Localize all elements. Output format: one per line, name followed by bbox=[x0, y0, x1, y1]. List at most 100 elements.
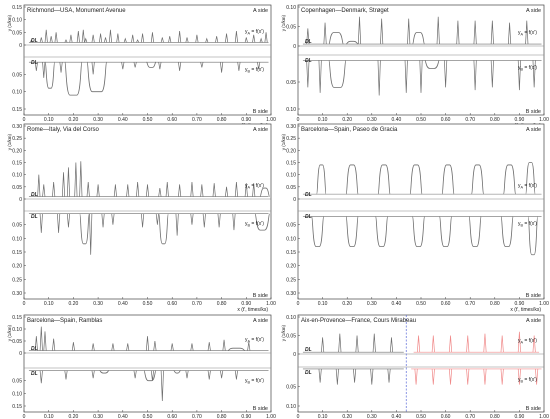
x-tick-label: 0.80 bbox=[217, 301, 227, 307]
spike-a bbox=[466, 335, 470, 353]
dl-label-b: DL bbox=[305, 58, 312, 64]
panel-title: Barcelona—Spain, Ramblas bbox=[27, 318, 102, 324]
spike-a bbox=[103, 37, 108, 43]
curve-b-label: yB = f(x') bbox=[518, 377, 537, 384]
spike-a bbox=[357, 16, 362, 45]
spike-a bbox=[42, 184, 46, 197]
spike-a bbox=[212, 183, 216, 197]
spike-b bbox=[483, 368, 487, 385]
plateau-b bbox=[254, 213, 270, 231]
spike-a bbox=[321, 337, 325, 353]
y-tick-label-top: 0.20 bbox=[12, 148, 22, 154]
plot-frame bbox=[297, 123, 545, 300]
y-tick-label-top: 0.05 bbox=[12, 185, 22, 191]
plateau-a bbox=[316, 164, 327, 195]
spike-a bbox=[86, 181, 90, 197]
y-tick-label-top: 0 bbox=[19, 43, 22, 49]
x-tick-label: 0.30 bbox=[93, 301, 103, 307]
spike-b bbox=[232, 213, 236, 231]
spike-a bbox=[61, 172, 66, 197]
x-tick-label: 0 bbox=[23, 117, 26, 123]
y-tick-label-bottom: 0.30 bbox=[286, 291, 296, 297]
plateau-a bbox=[227, 347, 245, 351]
plateau-b bbox=[158, 213, 169, 245]
b-side-label: B side bbox=[253, 293, 268, 299]
spike-a bbox=[490, 20, 494, 45]
spike-a bbox=[71, 342, 75, 351]
y-tick-label-top: 0.10 bbox=[12, 173, 22, 179]
y-tick-label-top: 0.15 bbox=[286, 161, 296, 167]
spike-a bbox=[448, 335, 453, 353]
spike-a bbox=[96, 184, 100, 197]
x-tick-label: 0.70 bbox=[192, 117, 202, 123]
curve-b-label: yB = f(x') bbox=[245, 67, 264, 74]
spike-a bbox=[170, 343, 174, 351]
x-tick-label: 0.40 bbox=[118, 117, 128, 123]
dl-label-b: DL bbox=[31, 60, 38, 66]
spike-b bbox=[444, 60, 448, 88]
curve-a-label: yA = f(x') bbox=[245, 337, 264, 344]
plot-frame bbox=[23, 314, 272, 413]
x-tick-label: 0.90 bbox=[515, 301, 525, 307]
spike-a bbox=[168, 36, 172, 43]
dl-label-a: DL bbox=[31, 38, 38, 44]
plateau-a bbox=[328, 31, 344, 45]
spike-a bbox=[91, 34, 95, 43]
spike-b bbox=[64, 370, 68, 380]
spike-b bbox=[318, 368, 322, 383]
spike-a bbox=[185, 37, 189, 43]
spike-b bbox=[200, 62, 204, 68]
spike-a bbox=[178, 31, 182, 43]
x-tick-label: 0.50 bbox=[416, 414, 426, 419]
x-tick-label: 0.10 bbox=[318, 117, 328, 123]
x-tick-label: 0 bbox=[297, 301, 300, 307]
spike-a bbox=[145, 184, 150, 197]
spike-b bbox=[42, 62, 46, 78]
y-axis-label: y (1/km) bbox=[281, 324, 286, 341]
x-tick-label: 0.70 bbox=[192, 301, 202, 307]
panel-title: Barcelona—Spain, Paseo de Gracia bbox=[301, 127, 398, 133]
spike-a bbox=[244, 183, 248, 197]
plateau-a bbox=[471, 164, 484, 195]
spike-a bbox=[126, 343, 130, 351]
y-tick-label-bottom: 0.15 bbox=[12, 404, 22, 410]
y-tick-label-bottom: 0.05 bbox=[12, 223, 22, 229]
spike-a bbox=[136, 39, 140, 43]
spike-a bbox=[224, 33, 229, 43]
y-tick-label-bottom: 0.05 bbox=[286, 385, 296, 391]
spike-b bbox=[39, 370, 43, 384]
spike-a bbox=[259, 37, 263, 43]
y-tick-label-bottom: 0.30 bbox=[12, 291, 22, 297]
x-tick-label: 0.90 bbox=[241, 301, 251, 307]
plateau-a bbox=[441, 164, 455, 195]
y-tick-label-top: 0.05 bbox=[12, 339, 22, 345]
y-tick-label-bottom: 0.15 bbox=[12, 107, 22, 113]
spike-b bbox=[335, 368, 339, 385]
chart-panel-3: 0.30 0.25 0.20 0.15 0.10 0.05 0 0.05 0.10 0.15 0.2… bbox=[7, 123, 276, 313]
y-tick-label-top: 0.05 bbox=[12, 30, 22, 36]
curve-b-label: yB = f(x') bbox=[518, 65, 537, 72]
y-tick-label-top: 0 bbox=[293, 352, 296, 358]
x-tick-label: 0.60 bbox=[167, 414, 177, 419]
y-tick-label-top: 0.15 bbox=[12, 5, 22, 11]
spike-a bbox=[49, 36, 53, 43]
x-tick-label: 0.10 bbox=[44, 301, 54, 307]
spike-a bbox=[380, 18, 384, 45]
y-tick-label-top: 0 bbox=[19, 351, 22, 357]
y-tick-label-top: 0.25 bbox=[12, 136, 22, 142]
y-tick-label-bottom: 0.10 bbox=[286, 404, 296, 410]
spike-a bbox=[43, 331, 47, 351]
x-tick-label: 0.40 bbox=[392, 301, 402, 307]
spike-a bbox=[165, 181, 169, 197]
spike-a bbox=[234, 181, 238, 197]
x-tick-label: 0.40 bbox=[118, 414, 128, 419]
spike-a bbox=[525, 20, 529, 45]
spike-a bbox=[178, 184, 182, 197]
y-tick-label-top: 0.30 bbox=[286, 124, 296, 130]
spike-b bbox=[532, 60, 536, 88]
plateau-b bbox=[146, 61, 157, 68]
curve-a-label: yA = f(x') bbox=[518, 30, 537, 37]
spike-b bbox=[517, 368, 521, 385]
spike-a bbox=[252, 34, 256, 43]
